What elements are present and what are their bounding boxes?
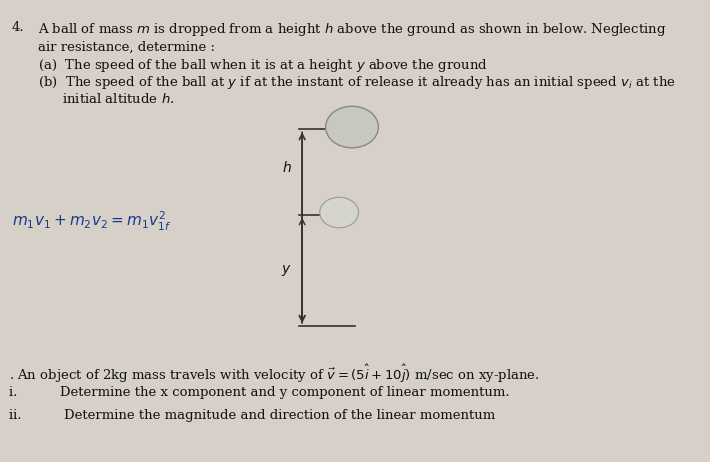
Text: ii.          Determine the magnitude and direction of the linear momentum: ii. Determine the magnitude and directio… [9, 409, 495, 422]
Text: 4.: 4. [12, 21, 24, 34]
Circle shape [326, 106, 378, 148]
Text: initial altitude $h$.: initial altitude $h$. [62, 92, 174, 106]
Text: $m_1v_1 + m_2v_2 = m_1v_{1f}^2$: $m_1v_1 + m_2v_2 = m_1v_{1f}^2$ [12, 210, 171, 233]
Text: i.          Determine the x component and y component of linear momentum.: i. Determine the x component and y compo… [9, 386, 510, 399]
Text: . An object of 2kg mass travels with velocity of $\vec{v}= (5\hat{i} +10\hat{j}): . An object of 2kg mass travels with vel… [9, 363, 540, 385]
Text: $y$: $y$ [281, 263, 293, 278]
Circle shape [320, 197, 359, 228]
Text: $h$: $h$ [283, 160, 293, 175]
Text: (b)  The speed of the ball at $y$ if at the instant of release it already has an: (b) The speed of the ball at $y$ if at t… [38, 74, 676, 91]
Text: air resistance, determine :: air resistance, determine : [38, 41, 215, 54]
Text: (a)  The speed of the ball when it is at a height $y$ above the ground: (a) The speed of the ball when it is at … [38, 57, 488, 74]
Text: A ball of mass $m$ is dropped from a height $h$ above the ground as shown in bel: A ball of mass $m$ is dropped from a hei… [38, 21, 667, 38]
